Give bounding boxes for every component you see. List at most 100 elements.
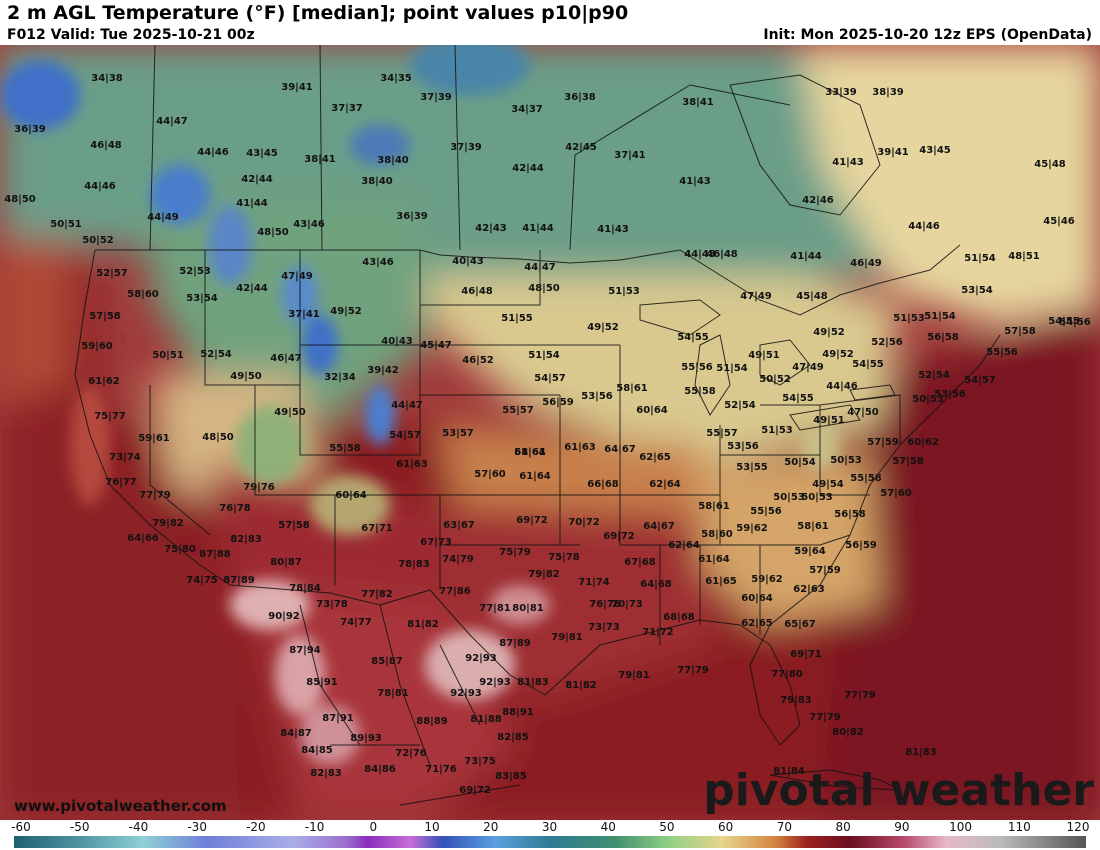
colorbar-tick-label: 90	[894, 820, 910, 834]
point-value-label: 85|91	[306, 677, 338, 688]
point-value-label: 48|51	[1008, 251, 1040, 262]
point-value-label: 49|50	[274, 407, 306, 418]
point-value-label: 72|76	[395, 748, 427, 759]
point-value-label: 57|59	[809, 565, 841, 576]
point-value-label: 62|63	[793, 584, 825, 595]
point-value-label: 50|53	[912, 394, 944, 405]
point-value-label: 56|58	[927, 332, 959, 343]
point-value-label: 53|54	[961, 285, 993, 296]
point-value-label: 37|39	[450, 142, 482, 153]
point-value-label: 79|81	[618, 670, 650, 681]
point-value-label: 53|56	[934, 389, 966, 400]
temperature-field	[0, 45, 1100, 820]
point-value-label: 43|46	[362, 257, 394, 268]
point-value-label: 41|44	[522, 223, 554, 234]
point-value-label: 81|84	[773, 766, 805, 777]
point-value-label: 54|56	[1059, 317, 1091, 328]
point-value-label: 76|78	[589, 599, 621, 610]
point-value-label: 70|72	[568, 517, 600, 528]
point-value-label: 67|73	[420, 537, 452, 548]
point-value-label: 51|53	[893, 313, 925, 324]
point-value-label: 62|64	[649, 479, 681, 490]
point-value-label: 52|54	[724, 400, 756, 411]
point-value-label: 80|81	[512, 603, 544, 614]
point-value-label: 49|52	[587, 322, 619, 333]
point-value-label: 69|72	[516, 515, 548, 526]
point-value-label: 81|82	[407, 619, 439, 630]
point-value-label: 48|50	[202, 432, 234, 443]
point-value-label: 60|64	[335, 490, 367, 501]
point-value-label: 81|83	[517, 677, 549, 688]
colorbar-tick-label: 110	[1007, 820, 1031, 834]
point-value-label: 73|78	[316, 599, 348, 610]
point-value-label: 73|75	[464, 756, 496, 767]
point-value-label: 82|83	[230, 534, 262, 545]
point-value-label: 50|54	[784, 457, 816, 468]
point-value-label: 61|64	[519, 471, 551, 482]
point-value-label: 37|41	[614, 150, 646, 161]
point-value-label: 39|42	[367, 365, 399, 376]
point-value-label: 50|51	[50, 219, 82, 230]
point-value-label: 54|57	[534, 373, 566, 384]
point-value-label: 60|64	[636, 405, 668, 416]
point-value-label: 44|47	[156, 116, 188, 127]
point-value-label: 34|35	[380, 73, 412, 84]
point-value-label: 64|66	[127, 533, 159, 544]
point-value-label: 47|50	[847, 407, 879, 418]
point-value-label: 51|55	[501, 313, 533, 324]
point-value-label: 75|80	[164, 544, 196, 555]
temperature-map[interactable]: 34|38 39|41 34|35 37|39 36|38 38|41 34|37 37|37…	[0, 45, 1100, 820]
point-value-label: 90|92	[268, 611, 300, 622]
point-value-label: 84|85	[301, 745, 333, 756]
point-value-label: 51|54	[716, 363, 748, 374]
point-value-label: 50|51	[152, 350, 184, 361]
point-value-label: 77|86	[439, 586, 471, 597]
point-value-label: 75|77	[94, 411, 126, 422]
point-value-label: 40|43	[381, 336, 413, 347]
point-value-label: 81|83	[905, 747, 937, 758]
point-value-label: 77|81	[479, 603, 511, 614]
point-value-label: 36|39	[396, 211, 428, 222]
point-value-label: 47|49	[281, 271, 313, 282]
point-value-label: 87|89	[223, 575, 255, 586]
point-value-label: 57|59	[867, 437, 899, 448]
point-value-label: 43|45	[919, 145, 951, 156]
website-url[interactable]: www.pivotalweather.com	[14, 797, 227, 815]
point-value-label: 43|46	[293, 219, 325, 230]
point-value-label: 69|72	[459, 785, 491, 796]
point-value-label: 40|43	[452, 256, 484, 267]
point-value-label: 81|82	[565, 680, 597, 691]
point-value-label: 44|46	[826, 381, 858, 392]
point-value-label: 57|60	[474, 469, 506, 480]
point-value-label: 58|61	[698, 501, 730, 512]
point-value-label: 71|72	[642, 627, 674, 638]
point-value-label: 61|64	[514, 447, 546, 458]
point-value-label: 54|57	[389, 430, 421, 441]
point-value-label: 57|58	[278, 520, 310, 531]
point-value-label: 87|89	[499, 638, 531, 649]
point-value-label: 71|76	[425, 764, 457, 775]
point-value-label: 46|47	[270, 353, 302, 364]
point-value-label: 61|63	[564, 442, 596, 453]
point-value-label: 44|46	[84, 181, 116, 192]
point-value-label: 55|58	[850, 473, 882, 484]
point-value-label: 50|52	[82, 235, 114, 246]
point-value-label: 77|79	[844, 690, 876, 701]
point-value-label: 87|88	[199, 549, 231, 560]
colorbar-tick-label: 0	[369, 820, 378, 834]
colorbar-tick-label: -20	[246, 820, 266, 834]
point-value-label: 53|57	[442, 428, 474, 439]
point-value-label: 60|64	[741, 593, 773, 604]
colorbar-tick-label: 10	[424, 820, 440, 834]
point-value-label: 49|52	[813, 327, 845, 338]
point-value-label: 79|83	[780, 695, 812, 706]
point-value-label: 55|58	[684, 386, 716, 397]
colorbar	[14, 836, 1086, 848]
point-value-label: 69|72	[603, 531, 635, 542]
point-value-label: 59|60	[81, 341, 113, 352]
point-value-label: 74|79	[442, 554, 474, 565]
point-value-label: 34|38	[91, 73, 123, 84]
colorbar-tick-label: 50	[659, 820, 675, 834]
point-value-label: 59|61	[138, 433, 170, 444]
point-value-label: 81|88	[470, 714, 502, 725]
